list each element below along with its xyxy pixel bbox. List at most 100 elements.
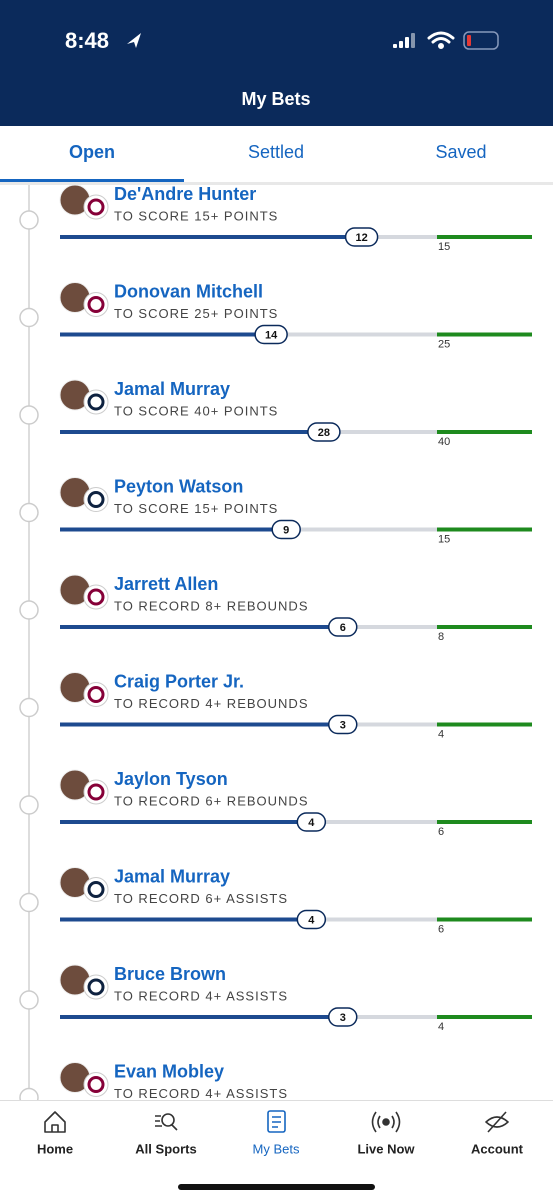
tab-shadow (0, 182, 553, 185)
target-value: 15 (438, 533, 450, 545)
bet-item[interactable]: Jaylon Tyson TO RECORD 6+ REBOUNDS 6 4 (19, 769, 532, 838)
player-name: Jarrett Allen (114, 574, 218, 594)
current-value: 6 (340, 622, 346, 634)
nav-item[interactable]: All Sports (135, 1141, 196, 1156)
goal-segment (437, 235, 532, 239)
timeline-dot (19, 795, 39, 815)
prop-text: TO SCORE 15+ POINTS (114, 501, 278, 516)
timeline-dot (19, 405, 39, 425)
timeline-dot (19, 502, 39, 523)
bet-item[interactable]: Bruce Brown TO RECORD 4+ ASSISTS 4 3 (19, 964, 532, 1033)
bet-item[interactable]: Peyton Watson TO SCORE 15+ POINTS 15 9 (19, 476, 532, 545)
team-logo-mark (87, 881, 105, 898)
prop-text: TO RECORD 4+ ASSISTS (114, 988, 288, 1003)
progress-pill (254, 324, 288, 345)
timeline-dot (19, 892, 39, 913)
team-logo-mark (87, 491, 105, 508)
progress-fill (60, 1015, 343, 1019)
team-logo-mark (87, 1076, 105, 1093)
header-title: My Bets (241, 89, 310, 109)
goal-segment (437, 1015, 532, 1019)
team-logo-mark (87, 393, 105, 411)
team-logo-mark (87, 588, 105, 606)
target-value: 15 (438, 241, 450, 253)
timeline-dot (19, 990, 39, 1010)
progress-fill (60, 917, 312, 922)
progress-fill (60, 625, 343, 629)
current-value: 14 (265, 329, 278, 341)
nav-icons (44, 1110, 509, 1133)
progress-pill (296, 812, 327, 832)
header (0, 0, 553, 126)
bet-item[interactable]: Jamal Murray TO SCORE 40+ POINTS 40 28 (19, 379, 532, 448)
tab-bar (0, 126, 553, 182)
goal-segment (437, 722, 532, 727)
progress-fill (60, 430, 324, 434)
goal-segment (437, 527, 532, 532)
bet-item[interactable]: Donovan Mitchell TO SCORE 25+ POINTS 25 14 (19, 281, 532, 350)
player-name: Jamal Murray (114, 379, 230, 399)
progress-fill (60, 722, 343, 727)
prop-text: TO SCORE 40+ POINTS (114, 403, 278, 418)
tab[interactable]: Settled (248, 142, 304, 162)
player-name: Craig Porter Jr. (114, 671, 244, 691)
target-value: 8 (438, 631, 444, 643)
timeline-dot (19, 1087, 39, 1100)
prop-text: TO SCORE 15+ POINTS (114, 208, 278, 223)
player-name: Evan Mobley (114, 1061, 224, 1081)
nav-item[interactable]: My Bets (253, 1141, 300, 1156)
progress-pill (328, 714, 358, 735)
target-value: 4 (438, 728, 444, 740)
progress-pill (328, 617, 358, 637)
timeline-dot (19, 307, 39, 328)
team-logo-mark (87, 686, 105, 703)
current-value: 3 (340, 1012, 346, 1024)
tab-indicator (0, 179, 184, 182)
team-logo-mark (87, 198, 105, 216)
prop-text: TO RECORD 6+ ASSISTS (114, 891, 288, 906)
current-value: 9 (283, 524, 289, 536)
battery-icon (463, 31, 499, 50)
prop-text: TO RECORD 8+ REBOUNDS (114, 598, 309, 613)
nav-item[interactable]: Live Now (357, 1141, 415, 1156)
goal-segment (437, 820, 532, 824)
prop-text: TO RECORD 4+ ASSISTS (114, 1086, 288, 1101)
progress-pill (307, 422, 341, 442)
tab[interactable]: Open (69, 142, 115, 162)
progress-fill (60, 820, 312, 824)
player-name: De'Andre Hunter (114, 184, 256, 204)
current-value: 3 (340, 719, 346, 731)
goal-segment (437, 917, 532, 922)
player-name: Donovan Mitchell (114, 281, 263, 301)
bet-item[interactable]: Craig Porter Jr. TO RECORD 4+ REBOUNDS 4 3 (19, 671, 532, 740)
target-value: 6 (438, 923, 444, 935)
player-name: Bruce Brown (114, 964, 226, 984)
current-value: 28 (318, 427, 330, 439)
progress-pill (328, 1007, 358, 1027)
battery-level (467, 35, 471, 46)
bet-item[interactable]: Evan Mobley TO RECORD 4+ ASSISTS (19, 1061, 288, 1106)
prop-text: TO SCORE 25+ POINTS (114, 306, 278, 321)
bet-item[interactable]: Jarrett Allen TO RECORD 8+ REBOUNDS 8 6 (19, 574, 532, 643)
progress-pill (344, 227, 379, 247)
team-logo-mark (87, 978, 105, 996)
status-time: 8:48 (65, 28, 109, 53)
bet-item[interactable]: De'Andre Hunter TO SCORE 15+ POINTS 15 12 (19, 184, 532, 253)
goal-segment (437, 625, 532, 629)
progress-fill (60, 527, 287, 532)
progress-fill (60, 332, 272, 337)
tab[interactable]: Saved (435, 142, 486, 162)
nav-item[interactable]: Home (37, 1141, 73, 1156)
current-value: 4 (308, 817, 315, 829)
goal-segment (437, 430, 532, 434)
bet-list: De'Andre Hunter TO SCORE 15+ POINTS 15 12 Do… (19, 184, 532, 1106)
nav-item[interactable]: Account (471, 1141, 524, 1156)
timeline-dot (19, 697, 39, 718)
team-logo-mark (87, 783, 105, 801)
target-value: 40 (438, 436, 450, 448)
target-value: 4 (438, 1021, 444, 1033)
player-name: Jamal Murray (114, 866, 230, 886)
bet-item[interactable]: Jamal Murray TO RECORD 6+ ASSISTS 6 4 (19, 866, 532, 935)
goal-segment (437, 332, 532, 337)
